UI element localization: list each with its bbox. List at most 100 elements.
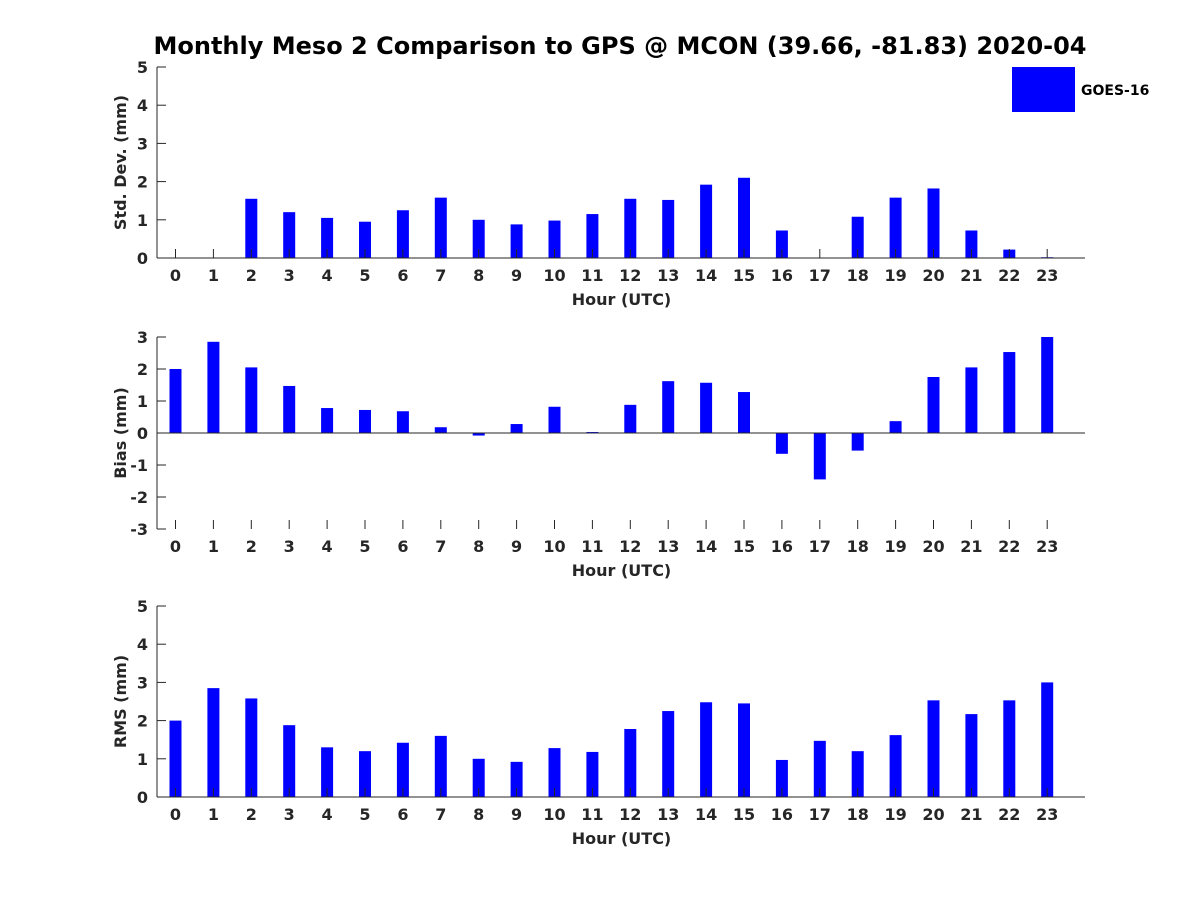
bar-hour-1 bbox=[207, 341, 220, 433]
bar-hour-11 bbox=[586, 214, 599, 258]
bar-hour-0 bbox=[169, 369, 182, 433]
bar-hour-19 bbox=[889, 735, 902, 797]
bar-hour-8 bbox=[472, 219, 485, 258]
x-tick-label-0: 0 bbox=[170, 266, 181, 285]
x-tick-label-7: 7 bbox=[435, 805, 446, 824]
legend: GOES-16 bbox=[1012, 67, 1149, 112]
bar-hour-3 bbox=[283, 212, 296, 258]
x-tick-label-22: 22 bbox=[998, 266, 1020, 285]
legend-swatch bbox=[1012, 67, 1075, 112]
bar-hour-14 bbox=[700, 382, 713, 433]
x-tick-label-8: 8 bbox=[473, 266, 484, 285]
x-tick-label-22: 22 bbox=[998, 805, 1020, 824]
x-axis-label: Hour (UTC) bbox=[572, 290, 672, 309]
x-tick-label-18: 18 bbox=[847, 537, 869, 556]
x-tick-label-4: 4 bbox=[322, 266, 333, 285]
y-tick-label-1: 1 bbox=[137, 750, 148, 769]
bar-hour-23 bbox=[1041, 337, 1054, 433]
x-tick-label-13: 13 bbox=[657, 805, 679, 824]
bar-hour-1 bbox=[207, 688, 220, 797]
x-tick-label-23: 23 bbox=[1036, 266, 1058, 285]
x-tick-label-19: 19 bbox=[884, 805, 906, 824]
bar-hour-15 bbox=[738, 177, 750, 258]
bar-hour-6 bbox=[396, 210, 409, 258]
x-tick-label-16: 16 bbox=[771, 537, 793, 556]
y-tick-label-0: 0 bbox=[137, 249, 148, 268]
subplot-1: 0 1 2 3 4 5 6 7 8 9 10 11 12 13 14 15 16 17 18 19 20 21 22 2301… bbox=[111, 58, 1085, 309]
x-tick-label-15: 15 bbox=[733, 805, 755, 824]
x-tick-label-7: 7 bbox=[435, 266, 446, 285]
bar-hour-19 bbox=[889, 197, 902, 258]
bar-hour-20 bbox=[927, 377, 940, 433]
x-axis-label: Hour (UTC) bbox=[572, 829, 672, 848]
bar-hour-6 bbox=[396, 411, 409, 433]
x-tick-label-17: 17 bbox=[809, 805, 831, 824]
bar-hour-20 bbox=[927, 188, 940, 258]
bar-hour-23 bbox=[1041, 682, 1054, 797]
y-tick-label-5: 5 bbox=[137, 597, 148, 616]
y-tick-label-0: 0 bbox=[137, 788, 148, 807]
bar-hour-4 bbox=[321, 408, 334, 433]
x-tick-label-11: 11 bbox=[581, 805, 603, 824]
bar-hour-16 bbox=[775, 759, 788, 797]
bar-hour-6 bbox=[396, 742, 409, 797]
x-tick-label-19: 19 bbox=[884, 266, 906, 285]
x-tick-label-4: 4 bbox=[322, 537, 333, 556]
bar-hour-4 bbox=[321, 747, 334, 797]
y-tick-label-2: 2 bbox=[137, 360, 148, 379]
bar-hour-9 bbox=[510, 224, 523, 258]
x-tick-label-12: 12 bbox=[619, 537, 641, 556]
x-tick-label-0: 0 bbox=[170, 537, 181, 556]
bar-hour-10 bbox=[548, 220, 561, 258]
bar-hour-7 bbox=[434, 735, 447, 797]
x-tick-label-11: 11 bbox=[581, 266, 603, 285]
x-tick-label-2: 2 bbox=[246, 805, 257, 824]
bar-hour-13 bbox=[662, 711, 675, 797]
bar-hour-7 bbox=[434, 197, 447, 258]
x-tick-label-9: 9 bbox=[511, 266, 522, 285]
x-tick-label-21: 21 bbox=[960, 537, 982, 556]
bar-hour-17 bbox=[813, 740, 826, 797]
bar-hour-16 bbox=[775, 230, 788, 258]
bar-hour-21 bbox=[965, 714, 978, 797]
x-tick-label-1: 1 bbox=[208, 805, 219, 824]
bar-hour-5 bbox=[359, 221, 371, 258]
bar-hour-0 bbox=[169, 720, 182, 797]
y-tick-label--2: -2 bbox=[130, 488, 148, 507]
bar-hour-18 bbox=[851, 433, 864, 451]
x-tick-label-13: 13 bbox=[657, 266, 679, 285]
x-tick-label-8: 8 bbox=[473, 537, 484, 556]
bar-hour-15 bbox=[738, 703, 750, 797]
bar-hour-14 bbox=[700, 184, 713, 258]
x-tick-label-8: 8 bbox=[473, 805, 484, 824]
bar-hour-12 bbox=[624, 198, 637, 258]
y-tick-label-1: 1 bbox=[137, 392, 148, 411]
y-tick-label-2: 2 bbox=[137, 712, 148, 731]
x-tick-label-10: 10 bbox=[543, 266, 565, 285]
bar-hour-13 bbox=[662, 199, 675, 258]
x-tick-label-1: 1 bbox=[208, 266, 219, 285]
y-axis-label: Std. Dev. (mm) bbox=[111, 95, 130, 230]
y-tick-label-4: 4 bbox=[137, 96, 148, 115]
bar-hour-2 bbox=[245, 698, 258, 797]
bar-hour-8 bbox=[472, 758, 485, 797]
x-tick-label-5: 5 bbox=[359, 266, 370, 285]
y-axis-label: Bias (mm) bbox=[111, 387, 130, 479]
bar-hour-11 bbox=[586, 751, 599, 797]
x-tick-label-5: 5 bbox=[359, 805, 370, 824]
x-tick-label-20: 20 bbox=[922, 537, 944, 556]
y-tick-label-2: 2 bbox=[137, 173, 148, 192]
bar-hour-3 bbox=[283, 385, 296, 433]
bar-hour-9 bbox=[510, 761, 523, 797]
bar-hour-5 bbox=[359, 751, 371, 797]
bar-hour-18 bbox=[851, 751, 864, 797]
bar-hour-5 bbox=[359, 409, 371, 433]
bar-hour-14 bbox=[700, 702, 713, 797]
x-tick-label-10: 10 bbox=[543, 537, 565, 556]
y-tick-label-3: 3 bbox=[137, 328, 148, 347]
y-tick-label-0: 0 bbox=[137, 424, 148, 443]
subplots: 0 1 2 3 4 5 6 7 8 9 10 11 12 13 14 15 16 17 18 19 20 21 22 2301… bbox=[111, 58, 1085, 848]
bar-hour-10 bbox=[548, 748, 561, 797]
